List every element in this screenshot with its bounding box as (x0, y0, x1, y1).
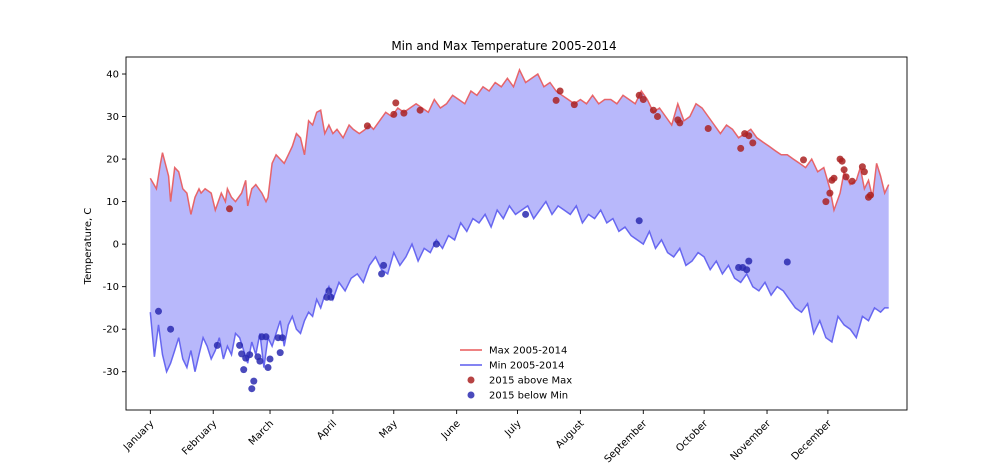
above-max-point (390, 110, 398, 118)
plot-frame (125, 56, 908, 411)
above-max-point (552, 96, 560, 104)
x-tick-label: March (247, 418, 276, 447)
above-max-point (639, 96, 647, 103)
above-max-point (654, 113, 661, 120)
legend-below-swatch (467, 391, 475, 399)
above-max-point (848, 177, 856, 185)
legend-above-label: 2015 above Max (489, 376, 572, 387)
y-tick-label: -10 (103, 282, 119, 293)
below-min-point (327, 293, 335, 301)
above-max-point (400, 109, 408, 117)
below-min-point (522, 210, 530, 218)
above-max-point (800, 156, 807, 164)
x-tick-label: June (439, 418, 463, 442)
fill-between-area (150, 69, 889, 372)
chart-title: Min and Max Temperature 2005-2014 (391, 39, 616, 53)
below-min-point (240, 366, 248, 374)
y-tick-label: 30 (106, 112, 119, 123)
legend-below-label: 2015 below Min (489, 391, 568, 402)
above-max-point (840, 166, 848, 174)
below-min-point (248, 385, 256, 393)
above-max-point (676, 119, 684, 127)
below-min-point (432, 240, 440, 248)
above-max-point (830, 174, 838, 182)
x-tick-label: January (121, 418, 156, 453)
x-tick-label: November (729, 418, 774, 463)
y-tick-label: -30 (103, 367, 119, 378)
above-max-point (842, 173, 850, 181)
below-min-point (266, 355, 274, 363)
above-max-point (745, 132, 753, 140)
below-min-point (380, 261, 388, 269)
max-series-line (149, 67, 890, 215)
above-max-point (226, 205, 233, 213)
below-min-point (325, 287, 333, 295)
y-tick-label: 40 (106, 70, 119, 81)
above-max-point (392, 99, 400, 107)
above-max-point (822, 198, 830, 206)
x-tick-label: July (502, 418, 523, 439)
y-tick-label: 20 (106, 155, 119, 166)
below-min-point (264, 364, 272, 371)
below-min-point (378, 270, 386, 278)
below-min-point (246, 351, 254, 359)
min-series-line (149, 200, 889, 374)
below-min-point (262, 333, 270, 341)
above-max-point (860, 168, 868, 176)
above-max-point (363, 122, 371, 130)
legend-above-swatch (467, 376, 475, 384)
above-max-point (556, 87, 564, 95)
y-axis-label: Temperature, C (83, 208, 94, 286)
below-min-point (278, 334, 286, 342)
above-max-point (570, 101, 578, 109)
above-max-point (416, 106, 424, 114)
below-min-point (743, 266, 751, 274)
below-min-point (167, 325, 175, 333)
x-tick-label: May (377, 418, 399, 440)
below-min-point (276, 349, 284, 357)
legend-max-label: Max 2005-2014 (489, 346, 567, 357)
below-min-point (256, 357, 264, 365)
above-max-point (749, 139, 757, 147)
above-max-point (826, 189, 834, 197)
above-max-point (838, 157, 846, 165)
above-max-point (867, 191, 874, 199)
y-tick-label: -20 (103, 325, 119, 336)
above-max-point (737, 144, 745, 152)
below-min-point (213, 341, 221, 349)
below-min-point (635, 217, 643, 225)
below-min-point (745, 257, 753, 265)
x-tick-label: April (315, 418, 339, 442)
legend: Max 2005-2014 Min 2005-2014 2015 above Max… (460, 346, 572, 402)
below-min-point (783, 258, 791, 266)
y-tick-label: 10 (106, 197, 119, 208)
y-tick-label: 0 (113, 240, 119, 251)
x-tick-label: December (790, 418, 835, 463)
x-tick-label: February (180, 418, 219, 457)
x-tick-label: October (674, 418, 711, 455)
below-min-point (155, 307, 162, 315)
below-min-point (236, 341, 244, 349)
above-max-point (704, 125, 712, 132)
above-max-point (649, 106, 657, 114)
x-tick-label: August (554, 418, 587, 451)
below-min-point (250, 377, 258, 385)
legend-min-label: Min 2005-2014 (489, 361, 564, 372)
x-tick-label: September (603, 418, 650, 465)
plot-area (149, 67, 890, 393)
